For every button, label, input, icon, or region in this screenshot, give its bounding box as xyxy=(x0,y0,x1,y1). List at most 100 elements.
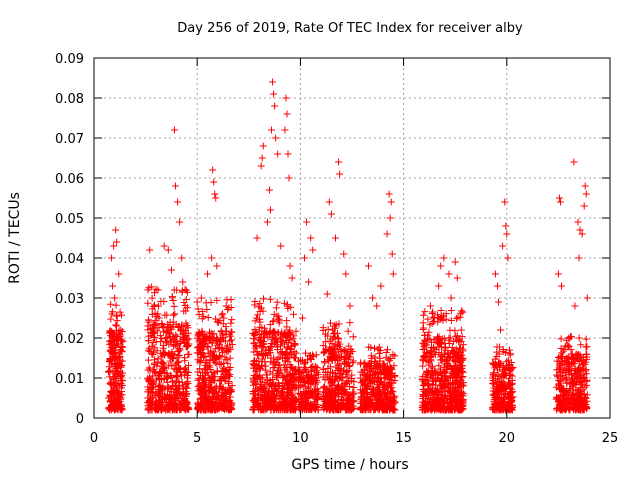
data-point xyxy=(145,284,153,292)
data-point xyxy=(158,320,166,328)
data-point xyxy=(105,394,113,402)
data-point xyxy=(151,369,159,377)
data-point xyxy=(160,348,168,356)
data-point xyxy=(109,368,117,376)
data-point xyxy=(181,354,189,362)
data-point xyxy=(162,396,170,404)
data-point xyxy=(147,395,155,403)
data-point xyxy=(118,342,126,350)
data-point xyxy=(180,365,188,373)
data-point xyxy=(165,350,173,358)
data-point xyxy=(183,336,191,344)
x-tick-label: 25 xyxy=(602,431,619,446)
data-point xyxy=(147,388,155,396)
data-point xyxy=(182,380,190,388)
data-point xyxy=(115,270,123,278)
data-point xyxy=(159,366,167,374)
data-point xyxy=(184,342,191,350)
data-point xyxy=(210,348,218,356)
data-point xyxy=(168,395,176,403)
data-point xyxy=(110,399,118,407)
y-tick-label: 0.07 xyxy=(55,132,84,147)
data-point xyxy=(167,395,175,403)
data-point xyxy=(176,218,184,226)
data-point xyxy=(202,381,210,389)
data-point xyxy=(226,345,234,353)
data-point xyxy=(169,377,177,385)
data-point xyxy=(144,366,152,374)
data-point xyxy=(175,378,183,386)
data-point xyxy=(150,301,158,309)
data-point xyxy=(158,335,166,343)
data-point xyxy=(118,357,126,365)
data-point xyxy=(178,288,186,296)
data-point xyxy=(117,373,125,381)
data-point xyxy=(160,363,168,371)
data-point xyxy=(107,346,115,354)
data-point xyxy=(146,348,154,356)
data-point xyxy=(171,310,179,318)
data-point xyxy=(144,383,152,391)
data-point xyxy=(114,330,122,338)
data-point xyxy=(162,339,170,347)
data-point xyxy=(165,383,173,391)
data-point xyxy=(112,226,120,234)
data-point xyxy=(170,311,178,319)
data-point xyxy=(146,246,154,254)
data-point xyxy=(194,305,202,313)
data-point xyxy=(144,299,152,307)
data-point xyxy=(112,322,120,330)
data-point xyxy=(168,404,176,412)
data-point xyxy=(117,406,125,414)
data-point xyxy=(157,337,165,345)
data-point xyxy=(107,315,115,323)
data-point xyxy=(119,377,127,385)
data-point xyxy=(178,372,186,380)
data-point xyxy=(207,298,215,306)
data-point xyxy=(106,373,114,381)
data-point xyxy=(149,380,157,388)
data-point xyxy=(224,305,232,313)
data-point xyxy=(170,365,178,373)
data-point xyxy=(164,401,172,409)
data-point xyxy=(164,246,172,254)
data-point xyxy=(161,351,169,359)
data-point xyxy=(106,379,114,387)
data-point xyxy=(156,332,164,340)
data-point xyxy=(213,296,221,304)
data-point xyxy=(149,321,157,329)
data-point xyxy=(155,314,163,322)
data-point xyxy=(155,392,163,400)
data-point xyxy=(172,360,180,368)
data-point xyxy=(118,336,126,344)
data-point xyxy=(116,391,124,399)
data-point xyxy=(167,372,175,380)
data-point xyxy=(195,336,203,344)
data-point xyxy=(146,373,154,381)
data-point xyxy=(157,358,165,366)
data-point xyxy=(168,293,176,301)
x-axis-label: GPS time / hours xyxy=(291,457,408,473)
data-point xyxy=(116,352,124,360)
y-tick-label: 0.05 xyxy=(55,212,84,227)
data-point xyxy=(155,383,163,391)
data-point xyxy=(145,318,153,326)
data-point xyxy=(112,343,120,351)
y-tick-label: 0.01 xyxy=(55,372,84,387)
data-point xyxy=(164,390,172,398)
data-point xyxy=(184,372,192,380)
data-point xyxy=(116,308,124,316)
data-point xyxy=(158,353,166,361)
data-point xyxy=(158,359,166,367)
data-point xyxy=(148,305,156,313)
x-tick-label: 0 xyxy=(90,431,98,446)
data-point xyxy=(111,394,119,402)
data-point xyxy=(172,394,180,402)
data-point xyxy=(116,398,124,406)
data-points xyxy=(104,78,591,414)
data-point xyxy=(108,254,116,262)
data-point xyxy=(145,316,153,324)
data-point xyxy=(106,366,114,374)
data-point xyxy=(179,391,187,399)
